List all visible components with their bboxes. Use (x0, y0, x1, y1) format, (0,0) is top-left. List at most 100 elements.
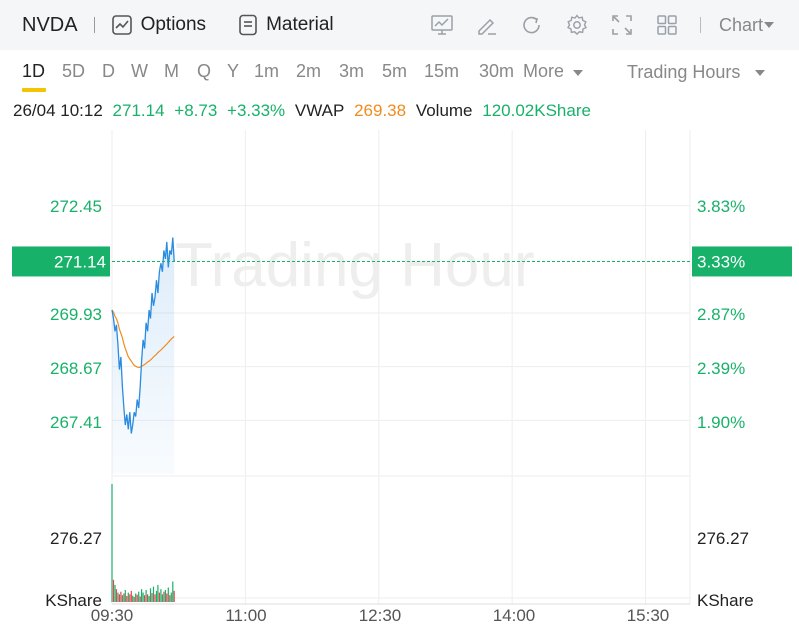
period-m[interactable]: M (164, 61, 179, 81)
material-button[interactable]: Material (238, 14, 334, 36)
trading-hours-label: Trading Hours (627, 62, 741, 82)
volume-label: Volume (415, 101, 473, 120)
volume-bar (136, 594, 138, 602)
options-button[interactable]: Options (111, 14, 206, 36)
volume-bar (151, 593, 153, 602)
chart-grid (111, 130, 691, 605)
volume-bar (167, 587, 169, 602)
ticker-symbol[interactable]: NVDA (22, 13, 78, 36)
current-pct-tag-text: 3.33% (697, 252, 745, 271)
volume-bar (170, 592, 172, 602)
volume-bar (149, 588, 152, 602)
pct-axis-label: 2.87% (697, 305, 745, 324)
period-2m[interactable]: 2m (296, 61, 322, 81)
price-axis-label: 267.41 (50, 413, 102, 432)
period-15m[interactable]: 15m (424, 61, 460, 81)
top-toolbar: NVDA Options Material (0, 0, 799, 50)
price-axis-label: 268.67 (50, 359, 102, 378)
volume-bar (129, 594, 131, 602)
period-more[interactable]: More (523, 61, 563, 81)
period-d[interactable]: D (102, 61, 115, 81)
period-5d[interactable]: 5D (62, 61, 86, 81)
settings-icon[interactable] (565, 13, 589, 37)
volume-bar (166, 593, 168, 602)
volume-bar (145, 590, 147, 602)
volume-axis-unit: KShare (697, 591, 754, 610)
volume-axis-max: 276.27 (50, 529, 102, 548)
volume-bar (152, 586, 155, 602)
pct-axis-label: 2.39% (697, 359, 745, 378)
quote-change-pct: +3.33% (227, 101, 286, 120)
volume-bar (154, 594, 156, 602)
quote-datetime: 26/04 10:12 (13, 101, 103, 120)
quote-info: 26/04 10:12 271.14 +8.73 +3.33% VWAP 269… (13, 101, 596, 121)
volume-bar (147, 594, 149, 602)
volume-bar (164, 590, 166, 602)
volume-axis-unit: KShare (45, 591, 102, 610)
quote-price: 271.14 (112, 101, 165, 120)
period-y[interactable]: Y (227, 61, 240, 81)
volume-bar (111, 484, 113, 602)
period-1d[interactable]: 1D (22, 61, 46, 81)
current-price-tag-text: 271.14 (54, 252, 106, 271)
current-price-tag (12, 246, 110, 277)
volume-bar (135, 593, 137, 602)
refresh-icon[interactable] (520, 13, 544, 37)
draw-icon[interactable] (475, 13, 499, 37)
period-1m[interactable]: 1m (254, 61, 280, 81)
indicator-icon[interactable] (430, 13, 454, 37)
volume-bar (160, 589, 162, 602)
vwap-line (111, 309, 175, 369)
period-3m[interactable]: 3m (339, 61, 365, 81)
volume-bar (139, 596, 141, 602)
period-5m[interactable]: 5m (382, 61, 408, 81)
material-icon (239, 14, 257, 36)
volume-bar (172, 581, 174, 602)
volume-bar (130, 590, 132, 602)
volume-bar (118, 594, 120, 602)
vwap-value: 269.38 (354, 101, 407, 120)
intraday-chart[interactable]: Trading Hour 271.14 3.33% 272.45 269.93 … (0, 130, 799, 628)
volume-bar (141, 589, 143, 602)
volume-bar (144, 595, 146, 602)
time-axis-label: 12:30 (359, 606, 402, 625)
time-axis-label: 09:30 (91, 606, 134, 625)
chart-watermark: Trading Hour (175, 231, 535, 300)
volume-bar (138, 591, 140, 602)
volume-bar (158, 592, 160, 602)
volume-bar (161, 594, 163, 602)
volume-bars (111, 484, 175, 602)
toolbar-icon-group: Chart (430, 0, 775, 50)
volume-bar (120, 591, 122, 602)
volume-bar (121, 595, 123, 602)
period-w[interactable]: W (131, 61, 148, 81)
time-axis-label: 14:00 (493, 606, 536, 625)
pct-axis-label: 1.90% (697, 413, 745, 432)
volume-bar (142, 592, 144, 602)
active-period-indicator (22, 88, 46, 92)
price-area-fill (112, 237, 175, 474)
volume-bar (124, 590, 126, 602)
period-q[interactable]: Q (197, 61, 212, 81)
volume-axis-max: 276.27 (697, 529, 749, 548)
volume-bar (155, 590, 158, 602)
vwap-label: VWAP (294, 101, 345, 120)
time-axis-label: 11:00 (225, 606, 266, 625)
chart-menu-label: Chart (719, 14, 764, 35)
material-label: Material (266, 14, 334, 35)
price-area (112, 237, 175, 474)
chart-menu-button[interactable]: Chart (719, 15, 775, 36)
toolbar-divider (93, 17, 95, 33)
caret-down-icon (755, 69, 766, 76)
volume-bar (112, 579, 115, 602)
quote-change: +8.73 (174, 101, 218, 120)
period-30m[interactable]: 30m (479, 61, 515, 81)
fullscreen-icon[interactable] (610, 13, 634, 37)
more-caret-icon[interactable] (572, 68, 584, 78)
trading-hours-dropdown[interactable]: Trading Hours (627, 62, 766, 83)
period-bar: 1D 5D D W M Q Y 1m 2m 3m 5m 15m 30m More… (0, 50, 799, 94)
volume-bar (133, 596, 135, 602)
price-axis-label: 269.93 (50, 305, 102, 324)
volume-bar (148, 596, 150, 602)
layout-icon[interactable] (655, 13, 679, 37)
